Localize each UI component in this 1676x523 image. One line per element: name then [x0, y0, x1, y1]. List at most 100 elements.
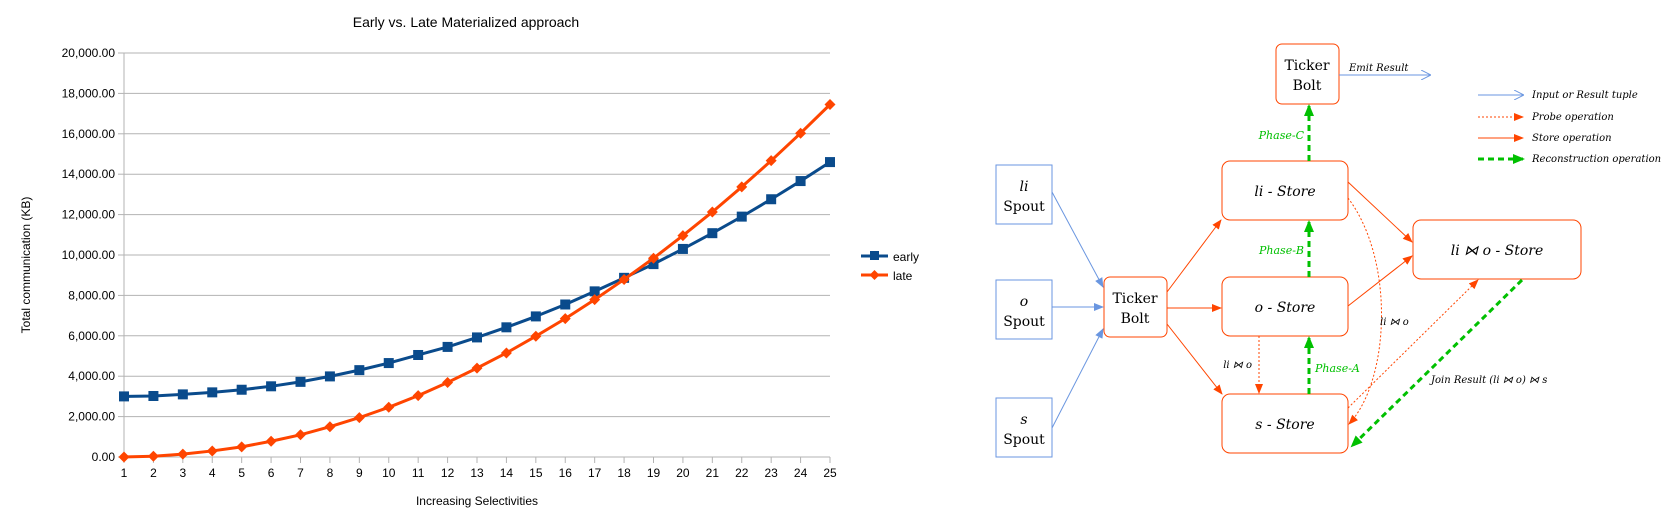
phase-a-label: Phase-A: [1314, 362, 1360, 375]
legend-input-label: Input or Result tuple: [1531, 90, 1638, 101]
legend-early-marker: [870, 251, 879, 260]
data-point-late: [471, 362, 483, 374]
data-point-late: [206, 445, 218, 457]
data-point-early: [324, 371, 335, 382]
data-point-early: [295, 376, 306, 387]
y-tick-label: 8,000.00: [68, 288, 115, 302]
data-point-early: [677, 243, 688, 254]
data-point-late: [500, 347, 512, 359]
x-tick-label: 13: [470, 466, 484, 480]
series-line-early: [123, 160, 831, 398]
data-point-early: [207, 387, 218, 398]
data-point-early: [589, 286, 600, 297]
o-spout-line1: o: [1020, 294, 1028, 310]
data-point-early: [354, 365, 365, 376]
data-point-early: [707, 228, 718, 239]
data-point-late: [736, 181, 748, 193]
data-point-early: [560, 299, 571, 310]
li-store-to-lio-arrow: [1347, 181, 1413, 243]
x-tick-label: 25: [823, 466, 837, 480]
data-point-late: [324, 421, 336, 433]
y-tick-label: 10,000.00: [62, 248, 116, 262]
x-tick-label: 7: [297, 466, 304, 480]
bolt-to-s-store-arrow: [1166, 323, 1223, 395]
join-topology-diagram: Ticker Bolt li Spout o Spout s Spout Tic…: [995, 43, 1661, 458]
y-axis-label: Total communication (KB): [19, 197, 33, 334]
s-store-node: s - Store: [1221, 393, 1349, 454]
x-tick-label: 17: [588, 466, 602, 480]
data-point-early: [825, 157, 835, 168]
li-store-to-s-store-probe-arrow: [1347, 197, 1382, 425]
data-point-late: [824, 99, 836, 111]
legend-probe-label: Probe operation: [1531, 112, 1614, 123]
data-point-late: [442, 376, 454, 388]
data-point-early: [766, 194, 777, 205]
data-point-early: [266, 381, 277, 392]
ticker-bolt-mid-node: Ticker Bolt: [1103, 276, 1168, 338]
diagram-legend: Input or Result tuple Probe operation St…: [1478, 90, 1661, 165]
x-tick-label: 16: [559, 466, 573, 480]
data-point-early: [736, 211, 747, 222]
data-point-late: [383, 401, 395, 413]
x-tick-label: 24: [794, 466, 808, 480]
emit-result-label: Emit Result: [1348, 63, 1409, 74]
legend-reconstruction-label: Reconstruction operation: [1531, 154, 1661, 165]
data-point-early: [413, 349, 424, 360]
li-store-label: li - Store: [1254, 184, 1315, 200]
data-point-late: [677, 230, 689, 242]
data-point-late: [795, 127, 807, 139]
x-tick-label: 18: [617, 466, 631, 480]
s-spout-node: s Spout: [995, 397, 1053, 458]
series-layer: [118, 99, 836, 463]
legend-store-label: Store operation: [1532, 133, 1612, 144]
x-tick-label: 1: [121, 466, 128, 480]
o-store-label: o - Store: [1255, 300, 1316, 316]
data-point-late: [353, 412, 365, 424]
y-tick-label: 12,000.00: [62, 208, 116, 222]
x-tick-label: 2: [150, 466, 157, 480]
x-tick-label: 4: [209, 466, 216, 480]
y-tick-label: 16,000.00: [62, 127, 116, 141]
data-point-late: [648, 252, 659, 264]
data-point-late: [618, 273, 630, 285]
phase-b-label: Phase-B: [1258, 244, 1304, 257]
li-join-o-right-label: li ⋈ o: [1380, 317, 1409, 328]
data-point-late: [706, 206, 718, 218]
x-tick-label: 6: [268, 466, 275, 480]
o-store-node: o - Store: [1221, 276, 1349, 337]
data-point-early: [795, 176, 806, 187]
data-point-late: [765, 155, 777, 167]
legend-early-label: early: [893, 250, 919, 264]
y-tick-label: 0.00: [92, 450, 116, 464]
data-point-late: [559, 313, 571, 325]
y-tick-label: 14,000.00: [62, 167, 116, 181]
li-spout-line2: Spout: [1003, 199, 1045, 215]
s-spout-line1: s: [1020, 412, 1027, 428]
legend-late-marker: [869, 270, 880, 280]
s-store-label: s - Store: [1255, 417, 1314, 433]
data-point-early: [236, 384, 247, 395]
data-point-early: [442, 341, 453, 352]
data-point-early: [530, 311, 541, 322]
x-tick-label: 20: [676, 466, 690, 480]
x-tick-label: 22: [735, 466, 749, 480]
data-point-late: [265, 435, 277, 447]
y-tick-label: 6,000.00: [68, 329, 115, 343]
join-result-label: Join Result (li ⋈ o) ⋈ s: [1429, 375, 1547, 386]
line-chart: Early vs. Late Materialized approach 0.0…: [19, 14, 919, 508]
data-point-early: [177, 389, 188, 400]
x-tick-label: 3: [179, 466, 186, 480]
data-point-early: [501, 322, 512, 333]
ticker-bolt-mid-line2: Bolt: [1121, 311, 1150, 327]
o-store-to-lio-arrow: [1347, 255, 1413, 307]
ticker-bolt-top-node: Ticker Bolt: [1275, 43, 1340, 105]
y-tick-labels: 0.00 2,000.00 4,000.00 6,000.00 8,000.00 10,0…: [62, 46, 116, 464]
data-point-early: [383, 358, 394, 369]
y-tick-label: 18,000.00: [62, 86, 116, 100]
phase-c-label: Phase-C: [1258, 129, 1305, 142]
y-tick-label: 2,000.00: [68, 410, 115, 424]
lio-store-label: li ⋈ o - Store: [1451, 243, 1544, 259]
x-tick-label: 23: [764, 466, 778, 480]
y-tick-label: 4,000.00: [68, 369, 115, 383]
join-result-arrow: [1350, 278, 1524, 448]
